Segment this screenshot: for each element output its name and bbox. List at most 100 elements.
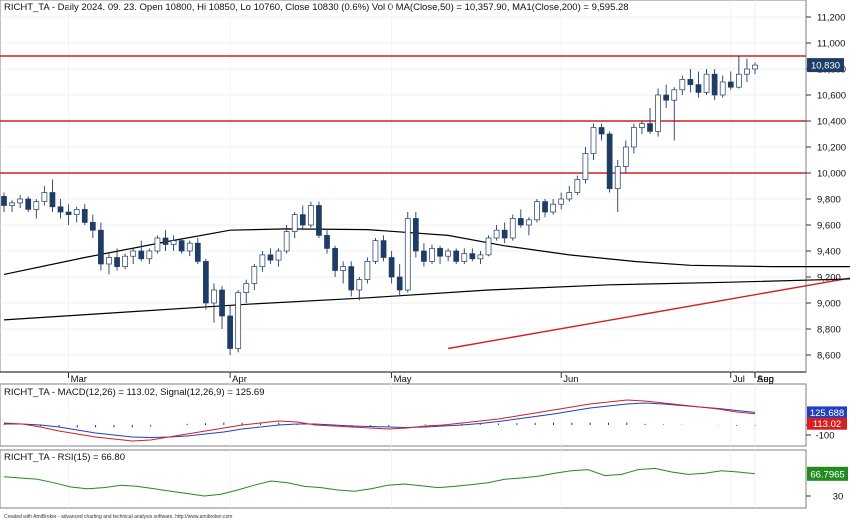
candle (283, 225, 290, 254)
candle-body-up (41, 192, 48, 202)
candle-body-up (404, 218, 411, 291)
month-label: Aug (757, 374, 774, 385)
rsi-y-tick-label: 30 (833, 492, 844, 503)
candle (219, 286, 225, 329)
candle-body-up (73, 209, 80, 215)
candle (534, 199, 540, 223)
candle (396, 264, 403, 297)
candle (33, 199, 40, 219)
candle (461, 248, 468, 264)
candle-body-up (308, 205, 314, 226)
candle-body-down (178, 240, 185, 252)
candle (138, 240, 145, 262)
candle (73, 206, 80, 223)
candle-body-down (324, 235, 330, 249)
candle (574, 175, 581, 196)
candle (211, 283, 217, 323)
candle (687, 69, 694, 93)
candle (275, 248, 282, 267)
candle-body-up (509, 218, 516, 239)
candle-body-up (614, 166, 621, 189)
footer-credit: Created with AmiBroker - advanced charti… (4, 514, 232, 520)
candle (178, 238, 185, 254)
candle (106, 253, 112, 275)
candle (356, 277, 363, 301)
candle-body-up (211, 289, 217, 304)
candle (752, 62, 758, 75)
candle-body-down (138, 250, 145, 260)
candle-body-up (639, 123, 645, 128)
candle (146, 248, 153, 264)
y-tick-label: 11,200 (817, 13, 845, 24)
candle (170, 235, 177, 251)
candle-body-up (493, 229, 500, 239)
candle-body-down (727, 81, 734, 88)
ma200-line (3, 278, 850, 321)
candle (81, 204, 88, 225)
candle-body-up (275, 250, 282, 261)
y-tick-label: 9,200 (817, 273, 841, 284)
candle-body-up (259, 254, 266, 267)
last-price-label: 10,830 (811, 61, 840, 72)
signal-line (4, 402, 756, 439)
candle-body-down (1, 196, 7, 206)
candle (9, 200, 15, 212)
y-tick-label: 10,200 (817, 143, 846, 154)
candle (65, 204, 72, 225)
candle-body-down (687, 79, 694, 85)
candle-body-up (582, 153, 589, 180)
candle (98, 222, 104, 271)
y-tick-label: 9,800 (817, 195, 841, 206)
candle (566, 186, 573, 202)
candle (590, 123, 597, 160)
candle-body-up (622, 146, 629, 167)
candle (647, 108, 653, 134)
candle (429, 244, 435, 264)
candle (49, 179, 56, 212)
candle (445, 248, 451, 262)
candle-body-up (477, 254, 484, 260)
candle (17, 195, 24, 209)
y-tick-label: 9,400 (817, 247, 841, 258)
candle-body-up (752, 64, 758, 70)
candle-body-up (429, 248, 435, 262)
candle-body-up (574, 179, 581, 193)
chart-header: RICHT_TA - Daily 2024. 09. 23. Open 1080… (4, 2, 629, 13)
ma50-line (3, 228, 850, 275)
candle (477, 251, 484, 264)
y-tick-label: 8,600 (817, 351, 841, 362)
candle (542, 199, 548, 218)
candle-body-down (65, 211, 72, 215)
candle-body-down (517, 218, 524, 226)
candle-body-up (122, 255, 128, 267)
candle-body-up (186, 242, 193, 252)
candle-body-up (106, 257, 112, 265)
candle-body-down (98, 229, 104, 265)
candle (114, 248, 120, 271)
candle (453, 248, 460, 264)
candle (324, 230, 330, 254)
candle (639, 121, 645, 134)
candle (251, 264, 258, 290)
signal-value-label: 125.688 (810, 408, 844, 419)
candle (735, 56, 742, 89)
candle-body-up (655, 94, 661, 132)
y-tick-label: 8,800 (817, 325, 841, 336)
candle-body-up (671, 89, 678, 101)
candle (372, 238, 379, 264)
candle (380, 235, 387, 262)
candle-body-down (267, 254, 274, 261)
candle-body-up (566, 192, 573, 200)
candle-body-up (146, 250, 153, 260)
candle-body-up (243, 283, 250, 293)
candle (606, 131, 613, 193)
macd-value-tag (807, 417, 847, 430)
macd-header: RICHT_TA - MACD(12,26) = 113.02, Signal(… (4, 387, 265, 398)
candle-body-up (679, 79, 686, 91)
candle-body-up (719, 81, 726, 96)
candle (227, 305, 233, 355)
candle-body-up (251, 266, 258, 284)
candle-body-down (711, 73, 718, 96)
candle-body-up (631, 127, 637, 148)
